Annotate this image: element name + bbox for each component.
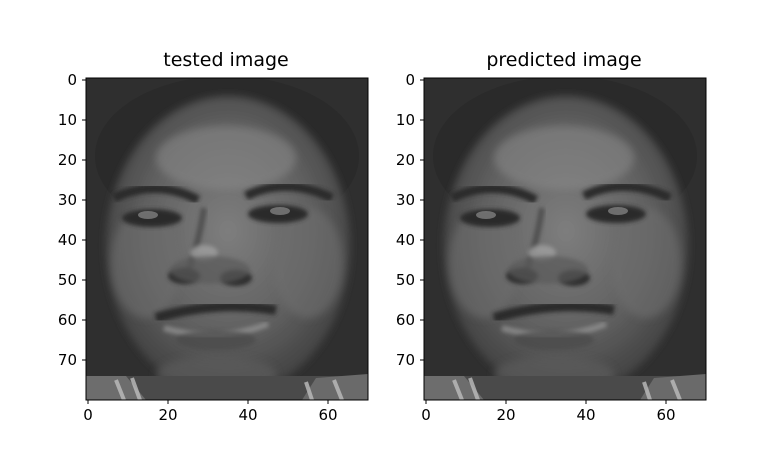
panel-left: tested image 0 10 20 30 40 50 60 70 0 20…	[58, 49, 369, 424]
ytick-label: 60	[396, 311, 415, 329]
ytick-label: 50	[58, 271, 77, 289]
xtick-label: 20	[496, 406, 515, 424]
ytick-label: 40	[58, 231, 77, 249]
panel-left-image	[86, 76, 368, 400]
panel-left-yticks: 0 10 20 30 40 50 60 70	[58, 71, 86, 369]
ytick-label: 50	[396, 271, 415, 289]
ytick-label: 70	[58, 351, 77, 369]
panel-left-xticks: 0 20 40 60	[83, 400, 338, 424]
ytick-label: 20	[58, 151, 77, 169]
ytick-label: 70	[396, 351, 415, 369]
ytick-label: 30	[58, 191, 77, 209]
xtick-label: 60	[318, 406, 337, 424]
panel-right-image	[424, 76, 706, 400]
panel-right: predicted image 0 10 20 30 40 50 60 70 0…	[396, 49, 707, 424]
ytick-label: 40	[396, 231, 415, 249]
ytick-label: 0	[67, 71, 77, 89]
xtick-label: 20	[158, 406, 177, 424]
panel-left-frame	[85, 77, 369, 401]
ytick-label: 60	[58, 311, 77, 329]
ytick-label: 20	[396, 151, 415, 169]
xtick-label: 0	[421, 406, 431, 424]
xtick-label: 40	[576, 406, 595, 424]
xtick-label: 60	[656, 406, 675, 424]
panel-left-title: tested image	[163, 49, 288, 71]
ytick-label: 0	[405, 71, 415, 89]
xtick-label: 0	[83, 406, 93, 424]
panel-right-yticks: 0 10 20 30 40 50 60 70	[396, 71, 424, 369]
ytick-label: 30	[396, 191, 415, 209]
ytick-label: 10	[396, 111, 415, 129]
panel-right-xticks: 0 20 40 60	[421, 400, 676, 424]
panel-right-title: predicted image	[486, 49, 641, 71]
panel-right-frame	[423, 77, 707, 401]
ytick-label: 10	[58, 111, 77, 129]
xtick-label: 40	[238, 406, 257, 424]
